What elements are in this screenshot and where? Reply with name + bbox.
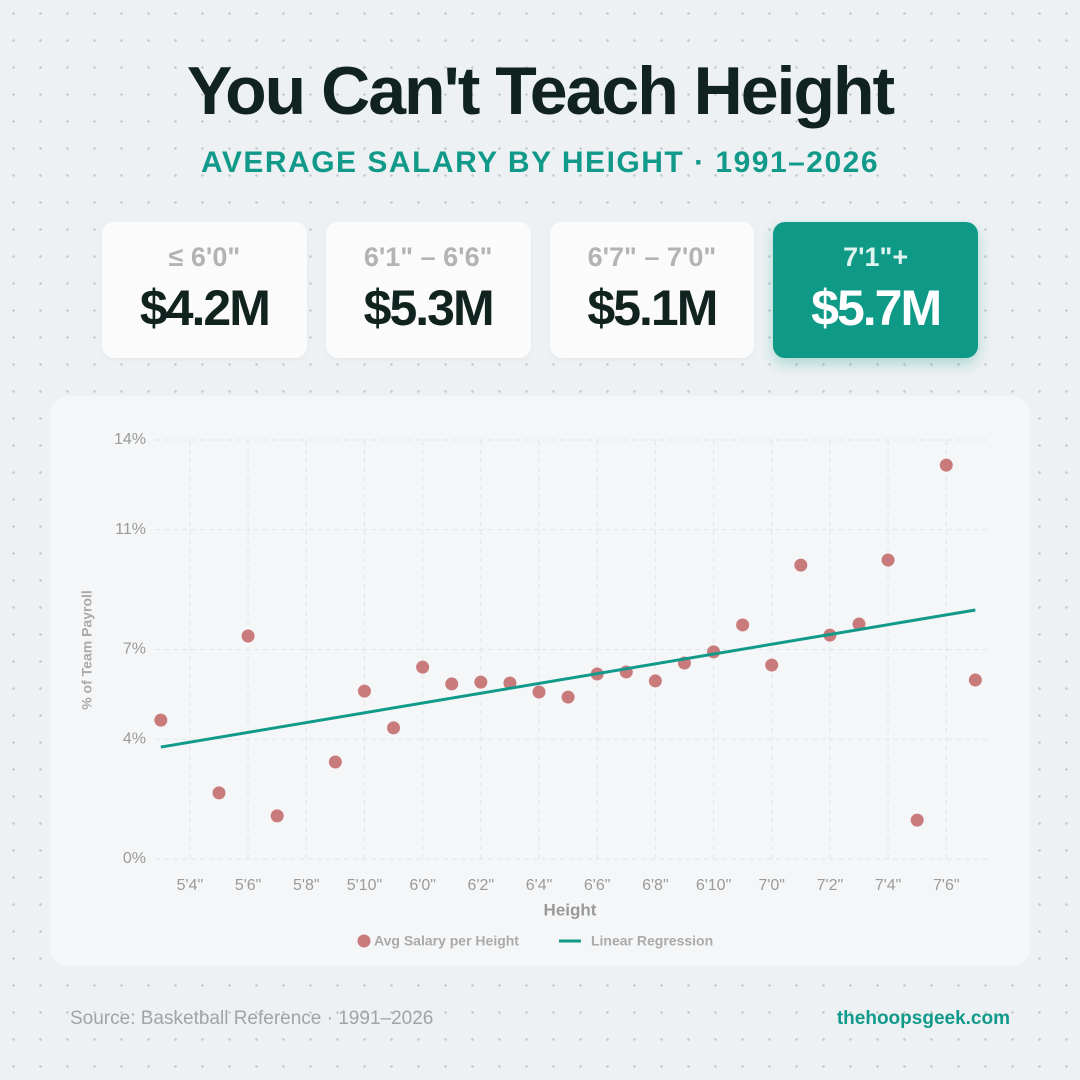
- data-point: [532, 685, 546, 699]
- card-label: 7'1"+: [843, 242, 909, 272]
- data-point: [736, 618, 750, 632]
- card-label: ≤ 6'0": [168, 242, 241, 272]
- data-point: [416, 660, 430, 674]
- data-point: [270, 809, 284, 823]
- x-tick-label: 6'10": [696, 877, 731, 894]
- card-label: 6'7" – 7'0": [587, 242, 717, 272]
- card-value: $5.1M: [587, 280, 718, 336]
- card-value: $5.3M: [363, 280, 495, 336]
- regression-line: [160, 608, 976, 749]
- card-label: 6'1" – 6'6": [363, 242, 493, 272]
- x-tick-label: 7'2": [817, 877, 844, 894]
- source: Source: Basketball Reference · 1991–2026: [70, 1008, 434, 1029]
- y-tick-label: 4%: [123, 731, 146, 748]
- y-tick-label: 14%: [114, 431, 146, 448]
- data-point: [561, 690, 575, 704]
- data-point: [881, 553, 895, 567]
- y-tick-label: 0%: [123, 850, 146, 867]
- x-tick-label: 5'4": [177, 877, 204, 894]
- data-point: [328, 755, 342, 769]
- data-point: [765, 658, 779, 672]
- data-point: [852, 617, 866, 631]
- data-point: [154, 713, 168, 727]
- stat-card: ≤ 6'0" $4.2M: [102, 222, 307, 358]
- legend-swatch: [357, 934, 371, 948]
- data-point: [474, 675, 488, 689]
- x-tick-label: 6'2": [468, 877, 495, 894]
- y-axis-title: % of Team Payroll: [79, 590, 95, 710]
- x-tick-label: 5'6": [235, 877, 262, 894]
- legend-label: Avg Salary per Height: [374, 933, 519, 949]
- y-tick-label: 11%: [115, 521, 146, 538]
- title: You Can't Teach Height: [186, 53, 895, 129]
- data-point: [357, 684, 371, 698]
- data-point: [241, 629, 255, 643]
- x-tick-label: 5'8": [293, 877, 320, 894]
- data-point: [910, 813, 924, 827]
- x-tick-label: 6'6": [584, 877, 611, 894]
- stat-cards: ≤ 6'0" $4.2M 6'1" – 6'6" $5.3M 6'7" – 7'0" $5…: [102, 222, 978, 358]
- y-tick-label: 7%: [123, 641, 146, 658]
- x-tick-label: 7'6": [933, 877, 960, 894]
- x-tick-label: 7'4": [875, 877, 902, 894]
- data-point: [794, 558, 808, 572]
- data-point: [968, 673, 982, 687]
- chart-panel: [50, 396, 1030, 966]
- x-tick-label: 6'8": [642, 877, 669, 894]
- x-tick-label: 6'4": [526, 877, 553, 894]
- stat-card: 6'7" – 7'0" $5.1M: [549, 222, 755, 358]
- x-tick-label: 5'10": [347, 877, 382, 894]
- subtitle: AVERAGE SALARY BY HEIGHT · 1991–2026: [200, 146, 880, 179]
- data-point: [445, 677, 459, 691]
- data-point: [212, 786, 226, 800]
- stat-card: 7'1"+ $5.7M: [773, 222, 978, 358]
- data-point: [939, 458, 953, 472]
- site: thehoopsgeek.com: [836, 1008, 1010, 1029]
- data-point: [648, 674, 662, 688]
- x-axis-title: Height: [544, 900, 597, 919]
- data-point: [387, 721, 401, 735]
- legend-label: Linear Regression: [591, 933, 713, 949]
- x-tick-label: 6'0": [409, 877, 436, 894]
- stat-card: 6'1" – 6'6" $5.3M: [325, 222, 531, 358]
- card-value: $4.2M: [139, 280, 271, 336]
- card-value: $5.7M: [811, 280, 942, 336]
- x-tick-label: 7'0": [758, 877, 785, 894]
